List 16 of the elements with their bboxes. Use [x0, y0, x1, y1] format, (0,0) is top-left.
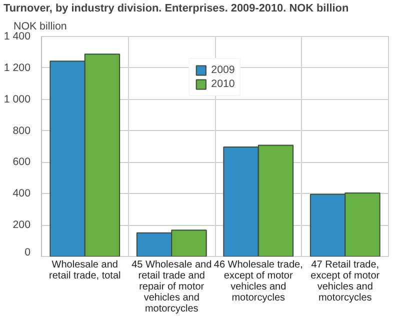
y-tick-label: 800	[12, 124, 31, 137]
x-tick-label: 46 Wholesale trade, except of motor vehicles and motorcycles	[214, 260, 303, 304]
chart-title: Turnover, by industry division. Enterprises. 2009-2010. NOK billion	[4, 2, 349, 14]
x-tick-label: Wholesale and retail trade, total	[49, 260, 121, 282]
y-tick-label: 1 400	[4, 30, 31, 42]
y-tick-label: 0	[24, 246, 31, 258]
legend-label: 2009	[211, 64, 235, 76]
y-tick-label: 200	[12, 219, 31, 232]
x-tick-label: 47 Retail trade, except of motor vehicles and motorcycles	[310, 260, 380, 304]
y-tick-label: 400	[12, 188, 31, 200]
x-tick-label: 45 Wholesale and retail trade and repair of motor vehicles and motorcycles	[132, 260, 212, 315]
y-axis-title: NOK billion	[14, 20, 67, 32]
y-tick-label: 600	[12, 156, 31, 168]
y-tick-label: 1 000	[4, 93, 31, 106]
y-tick-label: 1 200	[4, 62, 31, 74]
legend-label: 2010	[211, 78, 235, 90]
